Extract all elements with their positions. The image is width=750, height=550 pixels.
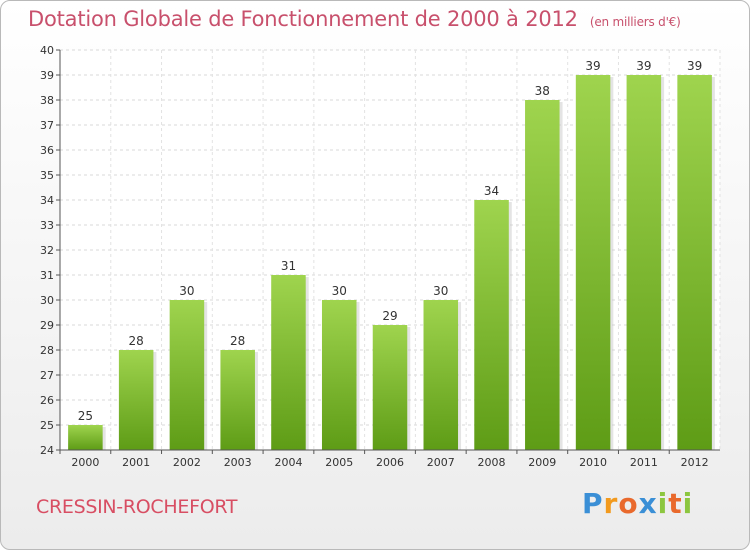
logo-letter: P: [582, 487, 604, 520]
x-tick-label: 2004: [274, 456, 302, 469]
x-tick-label: 2007: [427, 456, 455, 469]
bar-2010: [575, 75, 611, 450]
y-tick-label: 35: [40, 169, 54, 182]
bar-2011: [626, 75, 662, 450]
data-label: 30: [332, 284, 347, 298]
y-tick-label: 38: [40, 94, 54, 107]
x-tick-label: 2003: [224, 456, 252, 469]
bar-2007: [423, 300, 459, 450]
x-tick-label: 2008: [478, 456, 506, 469]
y-tick-label: 39: [40, 69, 54, 82]
data-label: 28: [129, 334, 144, 348]
data-label: 39: [636, 59, 651, 73]
x-tick-label: 2005: [325, 456, 353, 469]
x-tick-label: 2009: [528, 456, 556, 469]
chart-title-text: Dotation Globale de Fonctionnement de 20…: [28, 7, 578, 31]
data-label: 28: [230, 334, 245, 348]
y-tick-label: 37: [40, 119, 54, 132]
data-label: 39: [687, 59, 702, 73]
bar-2004: [271, 275, 306, 450]
bar-2012: [677, 75, 712, 450]
logo-letter: o: [618, 487, 639, 520]
logo-letter: i: [657, 487, 669, 520]
axes: [56, 49, 720, 454]
chart-unit-note: (en milliers d'€): [589, 15, 681, 29]
bar-2000: [68, 425, 103, 450]
y-tick-label: 32: [40, 244, 54, 257]
y-tick-label: 29: [40, 319, 54, 332]
bar-2005: [321, 300, 357, 450]
x-tick-label: 2000: [71, 456, 99, 469]
bar-2009: [525, 100, 560, 450]
bar-2003: [220, 350, 255, 450]
proxiti-logo: Proxiti: [582, 487, 693, 520]
y-tick-label: 25: [40, 419, 54, 432]
labels: 24 25 26 27 28 29 30 31 32 33 34 35 36 37 38 39 40 25 2000…: [40, 44, 709, 469]
x-tick-label: 2011: [630, 456, 658, 469]
y-tick-label: 30: [40, 294, 54, 307]
data-label: 30: [179, 284, 194, 298]
bar-2001: [118, 350, 154, 450]
bar-2008: [474, 200, 509, 450]
x-tick-label: 2002: [173, 456, 201, 469]
bars: [68, 75, 715, 450]
data-label: 30: [433, 284, 448, 298]
y-tick-label: 34: [40, 194, 54, 207]
data-label: 25: [78, 409, 93, 423]
x-tick-label: 2012: [681, 456, 709, 469]
y-tick-label: 27: [40, 369, 54, 382]
data-label: 31: [281, 259, 296, 273]
y-tick-label: 28: [40, 344, 54, 357]
y-tick-label: 33: [40, 219, 54, 232]
chart-title: Dotation Globale de Fonctionnement de 20…: [28, 7, 681, 31]
bar-2002: [169, 300, 205, 450]
y-tick-label: 40: [40, 44, 54, 57]
y-tick-label: 36: [40, 144, 54, 157]
x-tick-label: 2001: [122, 456, 150, 469]
x-tick-label: 2006: [376, 456, 404, 469]
y-tick-label: 26: [40, 394, 54, 407]
data-label: 38: [535, 84, 550, 98]
y-tick-label: 31: [40, 269, 54, 282]
x-tick-label: 2010: [579, 456, 607, 469]
data-label: 39: [585, 59, 600, 73]
data-label: 34: [484, 184, 499, 198]
logo-letter: t: [668, 487, 683, 520]
commune-name: CRESSIN-ROCHEFORT: [36, 496, 238, 518]
logo-letter: r: [603, 487, 619, 520]
logo-letter: i: [682, 487, 694, 520]
bar-2006: [372, 325, 408, 450]
data-label: 29: [382, 309, 397, 323]
y-tick-label: 24: [40, 444, 54, 457]
logo-letter: x: [638, 487, 658, 520]
